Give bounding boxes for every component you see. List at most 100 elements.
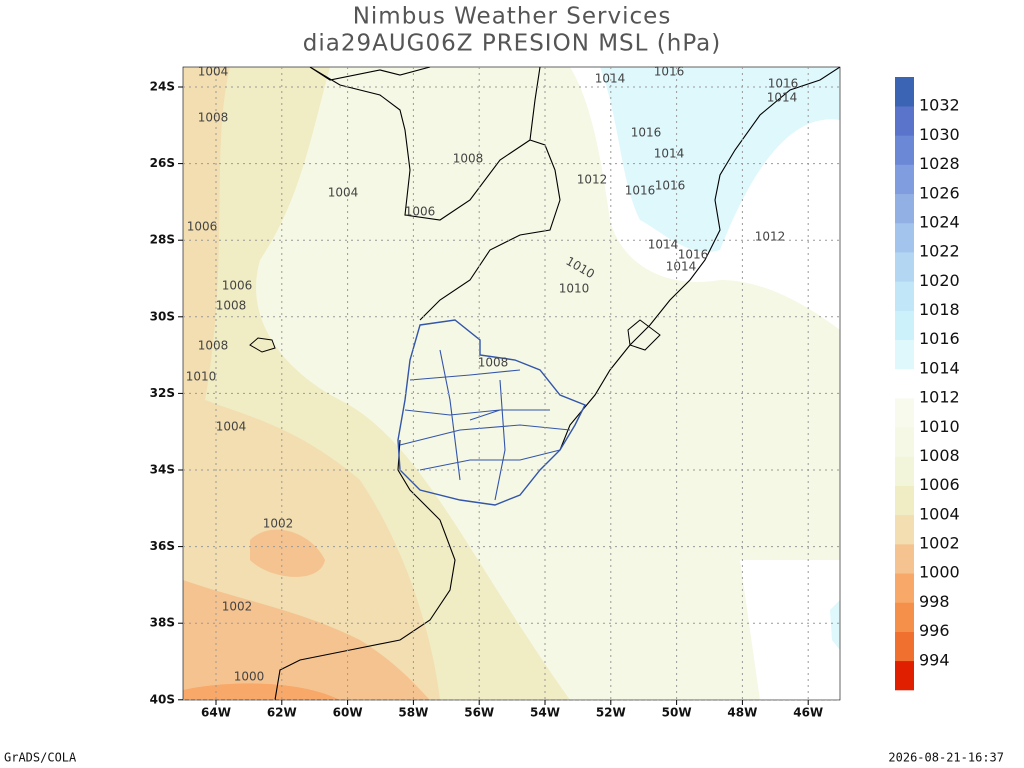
colorbar-cell [895,660,914,691]
colorbar-cell [895,427,914,457]
contour-label: 1016 [625,184,656,198]
lake [249,337,276,353]
colorbar-label: 1006 [919,475,960,494]
lon-label: 54W [530,706,560,720]
colorbar-cell [895,368,914,399]
rivers [399,349,571,501]
colorbar-label: 1002 [919,534,960,553]
contour-label: 1012 [577,173,608,187]
contour-label: 1004 [198,65,229,79]
contour-label: 1004 [216,420,247,434]
colorbar-label: 1016 [919,329,960,348]
field-1014b [830,600,840,650]
footer-right: 2026-08-21-16:37 [888,751,1004,765]
contour-label: 1012 [755,230,786,244]
field-1004 [183,67,440,700]
colorbar-cell [895,573,914,603]
colorbar-cell [895,164,914,195]
colorbar-cell [895,514,914,545]
contour-label: 1006 [405,205,436,219]
contour-label: 1008 [216,299,247,313]
contour-label: 1002 [222,600,253,614]
subtitle: dia29AUG06Z PRESION MSL (hPa) [303,31,721,57]
contour-label: 1010 [186,370,217,384]
lon-label: 52W [596,706,626,720]
colorbar-label: 1026 [919,183,960,202]
lon-label: 64W [201,706,231,720]
lat-label: 30S [150,309,175,323]
field-1012b [740,560,840,700]
colorbar-cell [895,631,914,662]
title: Nimbus Weather Services [353,4,672,30]
colorbar-cell [895,252,914,282]
colorbar-cell [895,281,914,311]
contour-label: 1014 [666,260,697,274]
uruguay-border [397,319,586,506]
lat-label: 34S [150,463,175,477]
colorbar-cell [895,310,914,341]
colorbar-cell [895,339,914,370]
colorbar-cell [895,193,914,224]
colorbar-label: 1010 [919,417,960,436]
contour-label: 1000 [234,670,265,684]
lon-label: 56W [464,706,494,720]
colorbar-cell [895,106,914,136]
colorbar-label: 1018 [919,300,960,319]
colorbar-cell [895,485,914,516]
lon-label: 48W [727,706,757,720]
contour-label: 1004 [328,186,359,200]
colorbar-label: 1024 [919,212,960,231]
contour-label: 1014 [595,72,626,86]
lon-label: 62W [267,706,297,720]
colorbar-label: 1022 [919,242,960,261]
lat-label: 38S [150,616,175,630]
colorbar-cell [895,222,914,253]
contour-label: 1008 [198,339,229,353]
contour-label: 1008 [453,152,484,166]
field-1014 [600,67,840,253]
contour-label: 1014 [648,238,679,252]
lat-label: 40S [150,692,175,706]
colorbar-label: 1014 [919,358,960,377]
colorbar-cell [895,77,914,107]
colorbar-label: 1030 [919,125,960,144]
lat-label: 24S [150,80,175,94]
contour-label: 1016 [655,179,686,193]
colorbar-label: 1000 [919,563,960,582]
lon-label: 58W [398,706,428,720]
lat-label: 26S [150,156,175,170]
colorbar-cell [895,398,914,428]
field-1000 [183,683,340,700]
contour-label: 1006 [222,279,253,293]
colorbar-label: 1028 [919,154,960,173]
contour-label: 1016 [768,77,799,91]
contour-label: 1008 [198,111,229,125]
colorbar-label: 994 [919,650,950,669]
colorbar-cell [895,456,914,486]
lat-label: 32S [150,386,175,400]
footer-left: GrADS/COLA [4,751,77,765]
lon-label: 60W [333,706,363,720]
contour-label: 1014 [654,147,685,161]
colorbar-cell [895,602,914,632]
contour-label: 1002 [263,517,294,531]
lagoon [627,319,661,351]
colorbar-cell [895,135,914,165]
colorbar-cell [895,544,914,574]
contour-label: 1010 [559,282,590,296]
colorbar-label: 998 [919,592,950,611]
colorbar-label: 1020 [919,271,960,290]
lat-label: 28S [150,233,175,247]
contour-label: 1006 [187,220,218,234]
field-1002b [250,529,325,577]
lat-label: 36S [150,539,175,553]
contour-label: 1014 [767,91,798,105]
lon-label: 46W [793,706,823,720]
lon-label: 50W [662,706,692,720]
colorbar-label: 1008 [919,446,960,465]
map-frame [182,66,841,701]
colorbar-label: 996 [919,621,950,640]
contour-label: 1008 [478,356,509,370]
contour-label: 1016 [678,248,709,262]
